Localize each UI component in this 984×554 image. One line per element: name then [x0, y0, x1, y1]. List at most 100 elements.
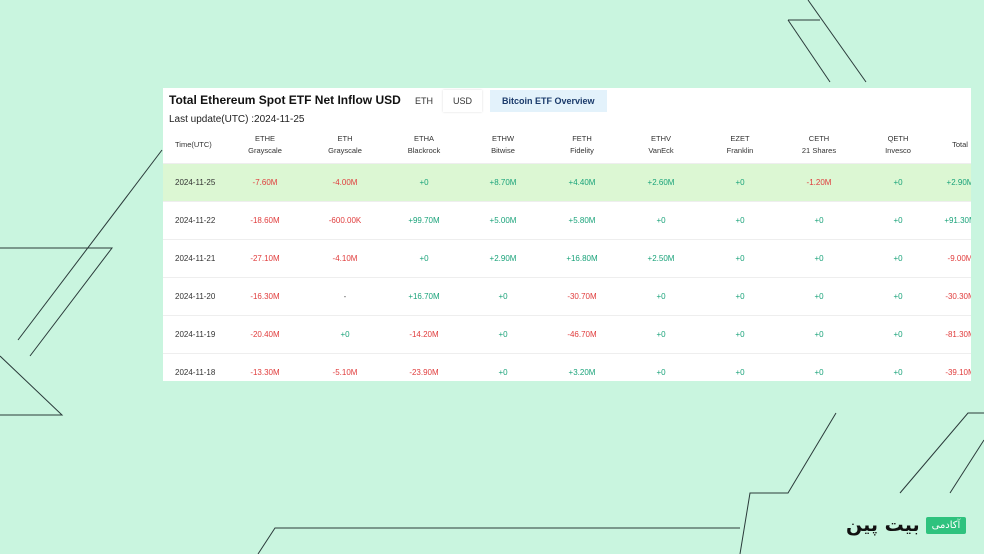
row-date: 2024-11-20 — [163, 277, 225, 316]
flow-cell: +0 — [859, 201, 937, 240]
column-ticker: ETHW — [491, 134, 515, 143]
column-header-ezet: EZET Franklin — [701, 127, 779, 164]
flow-cell: +0 — [385, 239, 463, 278]
flow-cell: +0 — [701, 163, 779, 202]
flow-cell: +99.70M — [385, 201, 463, 240]
table-row[interactable]: 2024-11-22 -18.60M -600.00K +99.70M +5.00M +5… — [163, 201, 971, 240]
bitpin-academy-logo: بیت پین آکادمی — [846, 514, 967, 536]
flow-cell: -30.70M — [543, 277, 621, 316]
flow-cell: +4.40M — [543, 163, 621, 202]
flow-cell: -27.10M — [225, 239, 305, 278]
flow-cell: +0 — [859, 315, 937, 354]
column-ticker: FETH — [572, 134, 592, 143]
flow-cell: +2.60M — [621, 163, 701, 202]
flow-cell: -14.20M — [385, 315, 463, 354]
column-header-qeth: QETH Invesco — [859, 127, 937, 164]
flow-cell: -23.90M — [385, 353, 463, 381]
tab-usd[interactable]: USD — [443, 90, 483, 112]
flow-cell: -13.30M — [225, 353, 305, 381]
flow-cell: +0 — [859, 239, 937, 278]
bitcoin-etf-overview-button[interactable]: Bitcoin ETF Overview — [490, 90, 607, 112]
column-ticker: Time(UTC) — [175, 140, 212, 149]
flow-cell: -30.30M — [937, 277, 971, 316]
flow-cell: -16.30M — [225, 277, 305, 316]
table-row[interactable]: 2024-11-18 -13.30M -5.10M -23.90M +0 +3.20M +0… — [163, 353, 971, 381]
column-ticker: ETHE — [254, 134, 275, 143]
flow-cell: -600.00K — [305, 201, 385, 240]
flow-cell: +0 — [779, 277, 859, 316]
flow-cell: +0 — [701, 277, 779, 316]
logo-text: بیت پین — [846, 514, 920, 536]
flow-cell: +0 — [621, 353, 701, 381]
column-issuer: Franklin — [726, 146, 754, 155]
table-row[interactable]: 2024-11-21 -27.10M -4.10M +0 +2.90M +16.80M +2… — [163, 239, 971, 278]
flow-cell: -1.20M — [779, 163, 859, 202]
flow-cell: +0 — [701, 353, 779, 381]
column-header-ethe: ETHE Grayscale — [225, 127, 305, 164]
flow-cell: +2.90M — [937, 163, 971, 202]
flow-cell: -18.60M — [225, 201, 305, 240]
table-row[interactable]: 2024-11-25 -7.60M -4.00M +0 +8.70M +4.40M +2.6… — [163, 163, 971, 202]
column-issuer: Grayscale — [248, 146, 282, 155]
column-issuer: Grayscale — [328, 146, 362, 155]
flow-cell: +0 — [463, 353, 543, 381]
flow-cell: +0 — [385, 163, 463, 202]
flow-cell: +2.90M — [463, 239, 543, 278]
table-row[interactable]: 2024-11-19 -20.40M +0 -14.20M +0 -46.70M +0 +0 +… — [163, 315, 971, 354]
flow-cell: +0 — [859, 353, 937, 381]
flow-cell: +5.00M — [463, 201, 543, 240]
flow-cell: +0 — [463, 315, 543, 354]
flow-cell: +0 — [779, 239, 859, 278]
flow-cell: -4.10M — [305, 239, 385, 278]
column-ticker: ETH — [337, 134, 353, 143]
column-ticker: ETHV — [650, 134, 671, 143]
column-ticker: EZET — [730, 134, 750, 143]
column-header-etha: ETHA Blackrock — [385, 127, 463, 164]
etf-panel: Total Ethereum Spot ETF Net Inflow USD E… — [163, 88, 971, 381]
tab-eth[interactable]: ETH — [405, 90, 443, 112]
row-date: 2024-11-25 — [163, 163, 225, 202]
flow-cell: -5.10M — [305, 353, 385, 381]
flow-cell: +0 — [701, 239, 779, 278]
flow-cell: +91.30M — [937, 201, 971, 240]
flow-cell: +0 — [305, 315, 385, 354]
flow-cell: +0 — [621, 315, 701, 354]
row-date: 2024-11-22 — [163, 201, 225, 240]
flow-cell: +0 — [621, 201, 701, 240]
table-row[interactable]: 2024-11-20 -16.30M - +16.70M +0 -30.70M +0 +0 +0… — [163, 277, 971, 316]
flow-cell: - — [305, 277, 385, 316]
flow-cell: -7.60M — [225, 163, 305, 202]
flow-cell: -39.10M — [937, 353, 971, 381]
row-date: 2024-11-21 — [163, 239, 225, 278]
row-date: 2024-11-18 — [163, 353, 225, 381]
flow-cell: +0 — [701, 315, 779, 354]
flow-cell: -20.40M — [225, 315, 305, 354]
column-header-time: Time(UTC) — [163, 127, 225, 164]
tab-bar: ETH USD Bitcoin ETF Overview — [405, 90, 607, 112]
flow-cell: +16.80M — [543, 239, 621, 278]
column-issuer: VanEck — [648, 146, 674, 155]
flow-cell: +0 — [779, 315, 859, 354]
column-issuer: Blackrock — [407, 146, 441, 155]
flow-cell: +8.70M — [463, 163, 543, 202]
flow-cell: +3.20M — [543, 353, 621, 381]
flow-cell: +16.70M — [385, 277, 463, 316]
flow-cell: -9.00M — [937, 239, 971, 278]
flow-cell: +0 — [779, 201, 859, 240]
column-issuer: Fidelity — [570, 146, 594, 155]
flow-cell: +0 — [859, 277, 937, 316]
column-issuer: Invesco — [885, 146, 911, 155]
column-ticker: ETHA — [413, 134, 434, 143]
last-update: Last update(UTC) :2024-11-25 — [169, 114, 305, 125]
column-header-ethv: ETHV VanEck — [621, 127, 701, 164]
flow-cell: -46.70M — [543, 315, 621, 354]
flow-cell: +5.80M — [543, 201, 621, 240]
table-header: Time(UTC) ETHE Grayscale ETH Grayscale ETHA Bl… — [163, 127, 971, 164]
column-ticker: QETH — [887, 134, 909, 143]
logo-badge: آکادمی — [925, 516, 967, 534]
column-ticker: CETH — [808, 134, 830, 143]
etf-flow-table: Time(UTC) ETHE Grayscale ETH Grayscale ETHA Bl… — [163, 127, 971, 381]
column-issuer: 21 Shares — [801, 146, 837, 155]
flow-cell: +0 — [779, 353, 859, 381]
